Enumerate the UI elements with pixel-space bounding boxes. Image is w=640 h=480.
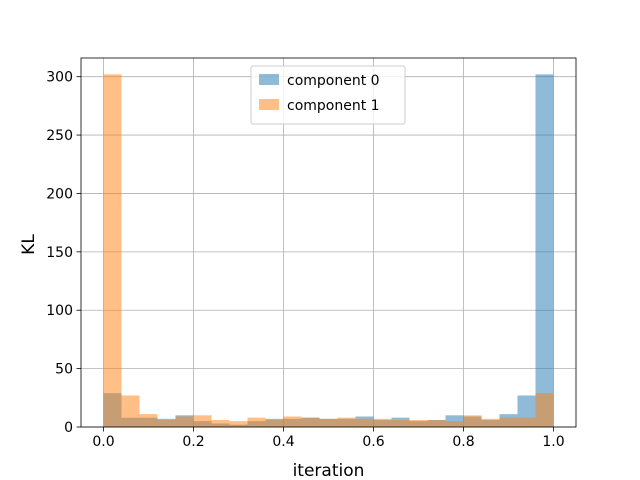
- bar-component-1-2: [139, 414, 158, 427]
- bar-component-1-8: [247, 417, 266, 427]
- bar-component-1-19: [445, 421, 464, 427]
- bar-component-1-17: [409, 419, 428, 427]
- bar-component-1-15: [373, 418, 392, 427]
- bar-component-1-9: [265, 419, 284, 427]
- bar-component-1-4: [175, 416, 194, 427]
- bar-component-1-3: [157, 419, 176, 427]
- y-tick-label: 300: [46, 70, 73, 86]
- bar-component-1-14: [355, 418, 374, 427]
- bar-component-1-6: [211, 419, 230, 427]
- y-tick-label: 0: [64, 420, 73, 436]
- bar-component-1-7: [229, 421, 248, 427]
- bar-component-1-11: [301, 417, 320, 427]
- bar-component-1-10: [283, 416, 302, 427]
- x-tick-label: 0.8: [452, 434, 474, 450]
- bar-component-1-5: [193, 415, 212, 427]
- bar-component-1-1: [121, 395, 140, 427]
- y-axis-ticks: 0 50 100 150 200 250 300: [46, 70, 81, 436]
- legend-swatch-0: [259, 74, 279, 85]
- bar-component-1-12: [319, 418, 338, 427]
- y-tick-label: 250: [46, 128, 73, 144]
- x-axis-label: iteration: [293, 461, 365, 480]
- bar-component-1-0: [103, 74, 122, 428]
- bar-component-1-23: [517, 417, 536, 427]
- legend-label-1: component 1: [287, 98, 380, 114]
- y-tick-label: 200: [46, 186, 73, 202]
- y-tick-label: 150: [46, 245, 73, 261]
- legend-label-0: component 0: [287, 73, 380, 89]
- bar-component-1-24: [535, 393, 554, 427]
- bar-component-1-21: [481, 418, 500, 427]
- bar-component-1-20: [463, 415, 482, 427]
- plot-frame: [80, 57, 577, 428]
- x-tick-label: 0.2: [182, 434, 204, 450]
- y-axis-label: KL: [19, 234, 39, 255]
- bar-component-1-18: [427, 419, 446, 427]
- y-tick-label: 100: [46, 303, 73, 319]
- bar-component-0-24: [535, 74, 554, 428]
- x-axis-ticks: 0.0 0.2 0.4 0.6 0.8 1.0: [92, 427, 565, 450]
- y-tick-label: 50: [55, 362, 73, 378]
- x-tick-label: 0.0: [92, 434, 114, 450]
- bar-component-0-19: [445, 415, 464, 427]
- legend-swatch-1: [259, 99, 279, 110]
- legend[interactable]: component 0 component 1: [250, 65, 406, 125]
- bar-component-1-16: [391, 419, 410, 427]
- x-tick-label: 0.4: [272, 434, 294, 450]
- x-tick-label: 1.0: [542, 434, 564, 450]
- legend-box: [250, 65, 406, 125]
- bar-component-1-13: [337, 417, 356, 427]
- histogram-bars: [103, 74, 554, 428]
- bar-component-1-22: [499, 417, 518, 427]
- x-tick-label: 0.6: [362, 434, 384, 450]
